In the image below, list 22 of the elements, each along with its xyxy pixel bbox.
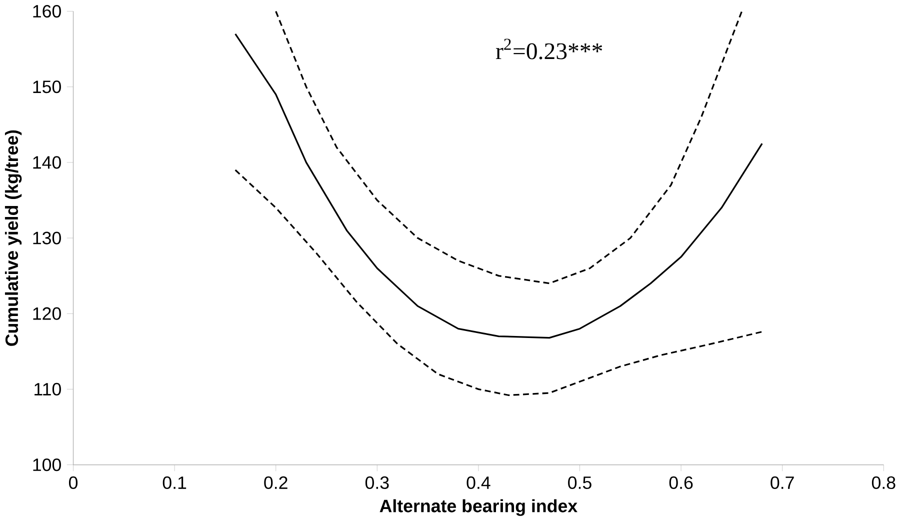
line-series bbox=[275, 10, 743, 284]
x-tick-label: 0.6 bbox=[669, 476, 693, 490]
x-axis-title: Alternate bearing index bbox=[380, 499, 578, 516]
x-tick-label: 0.4 bbox=[466, 476, 490, 490]
x-tick-label: 0.3 bbox=[365, 476, 389, 490]
line-series bbox=[234, 33, 763, 339]
x-tick-label: 0 bbox=[68, 476, 78, 490]
y-tick-label: 110 bbox=[34, 382, 61, 396]
annotation: r$^{2}$=0.23*** bbox=[496, 38, 602, 60]
x-tick-label: 0.1 bbox=[162, 476, 186, 490]
x-tick-label: 0.7 bbox=[770, 476, 794, 490]
x-tick-label: 0.5 bbox=[568, 476, 592, 490]
y-tick-label: 140 bbox=[33, 156, 61, 169]
line-series bbox=[234, 169, 763, 396]
x-tick-label: 0.2 bbox=[264, 476, 288, 490]
x-tick-label: 0.8 bbox=[872, 476, 896, 490]
y-tick-label: 120 bbox=[33, 307, 61, 320]
y-tick-label: 160 bbox=[33, 4, 61, 18]
y-tick-label: 150 bbox=[33, 80, 61, 94]
y-tick-label: 130 bbox=[33, 232, 61, 244]
y-axis-title: Cumulative yield (kg/tree) bbox=[4, 130, 22, 346]
y-tick-label: 100 bbox=[33, 458, 61, 472]
